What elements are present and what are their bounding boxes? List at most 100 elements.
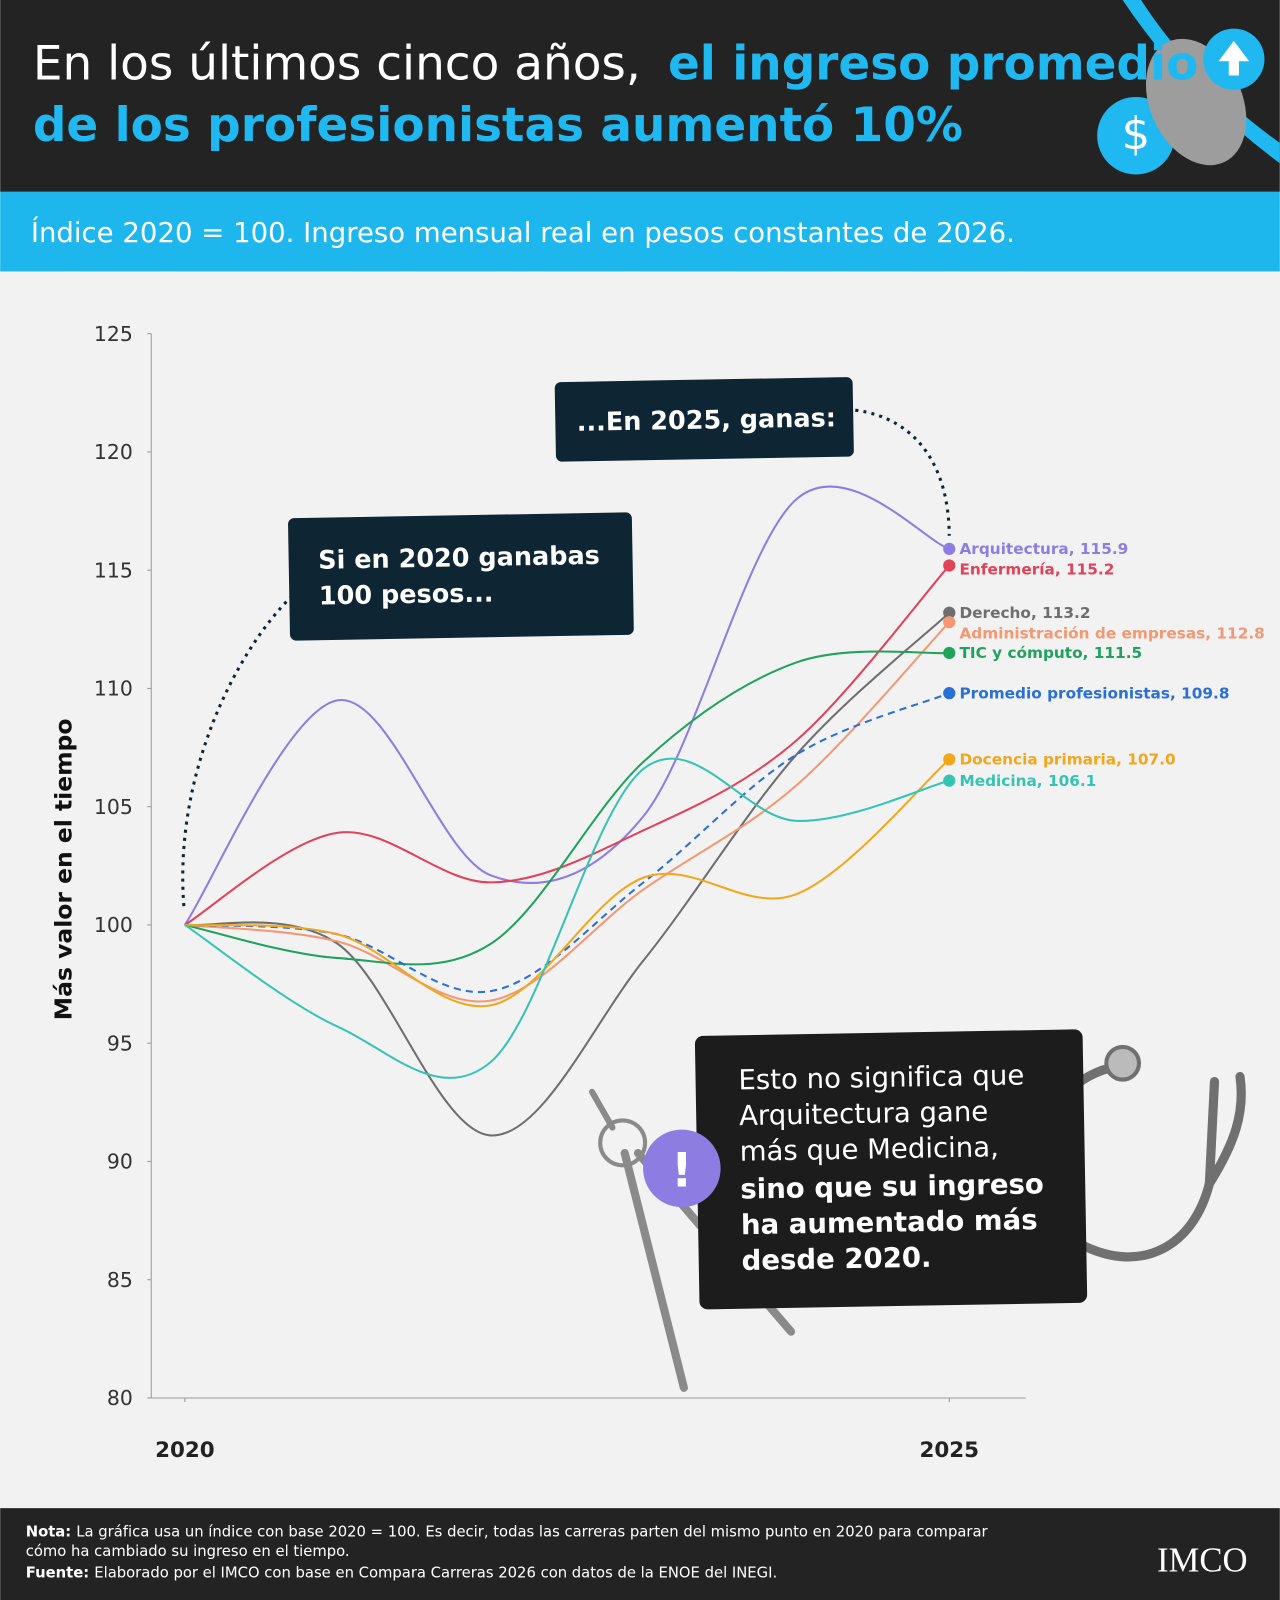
y-tick-label: 100 [94,913,133,937]
alert-icon [643,1129,721,1208]
separator: , [1055,560,1066,578]
title: En los últimos cinco años, el ingreso pr… [33,37,1198,92]
value-label: 107.0 [1127,750,1175,768]
y-tick-label: 110 [94,677,133,701]
y-tick-label: 120 [94,440,133,464]
end-label: Arquitectura, 115.9 [959,540,1128,558]
connector [855,408,951,536]
header [0,0,1280,192]
note-text: La gráfica usa un índice con base 2020 =… [76,1524,988,1541]
subtitle-band [0,191,1280,272]
note: Nota: La gráfica usa un índice con base 2… [26,1524,989,1541]
series-name: Administración de empresas [959,624,1205,642]
y-tick-label: 80 [107,1386,133,1410]
series-name: TIC y cómputo [959,644,1082,662]
insight-text: Arquitectura gane [739,1096,989,1132]
end-point [943,774,956,787]
end-point [943,687,956,700]
series-name: Derecho [959,604,1030,622]
separator: , [1116,750,1127,768]
callout-end: ...En 2025, ganas: [554,377,854,462]
y-tick-label: 125 [94,322,133,346]
series-line [184,485,950,926]
end-label: Docencia primaria, 107.0 [959,750,1175,768]
title-highlight: el ingreso promedio [668,37,1198,92]
end-label: Medicina, 106.1 [959,772,1096,790]
series-line [184,758,950,1008]
y-tick-label: 105 [94,795,133,819]
insight-text-bold: desde 2020. [741,1242,931,1277]
end-label: Derecho, 113.2 [959,604,1090,622]
separator: , [1069,540,1080,558]
insight-text: más que Medicina, [739,1131,999,1168]
separator: , [1037,772,1048,790]
arrow-glyph [1218,40,1250,76]
source: Fuente: Elaborado por el IMCO con base en… [26,1565,777,1582]
series-name: Enfermería [959,560,1054,578]
value-label: 112.8 [1216,624,1264,642]
y-tick-label: 115 [94,558,133,582]
series-name: Docencia primaria [959,750,1116,768]
end-label: Administración de empresas, 112.8 [959,624,1264,642]
separator: , [1205,624,1216,642]
y-tick-label: 90 [107,1150,133,1174]
end-point [943,753,956,766]
end-point [943,646,956,660]
callout-start: Si en 2020 ganabas 100 pesos... [288,512,634,641]
callout-text: 100 pesos... [319,578,494,611]
y-tick-label: 95 [107,1031,133,1055]
series-name: Arquitectura [959,540,1068,558]
callout-text: ...En 2025, ganas: [577,403,837,438]
callout-box [554,377,854,462]
dollar-glyph: $ [1122,107,1151,160]
value-label: 115.9 [1080,540,1128,558]
insight-text-bold: sino que su ingreso [740,1168,1044,1205]
subtitle: Índice 2020 = 100. Ingreso mensual real … [31,215,1015,249]
series-name: Promedio profesionistas [959,684,1169,702]
end-label: Enfermería, 115.2 [959,560,1114,578]
note-text: cómo ha cambiado su ingreso en el tiempo… [26,1543,350,1560]
end-point [943,559,956,572]
plot: 80 85 90 95 100 105 110 115 120 125 2020 2025 Arquit… [94,322,1265,1463]
series-line [184,612,950,1137]
separator: , [1083,644,1094,662]
y-tick-label: 85 [107,1268,133,1292]
value-label: 109.8 [1181,684,1229,702]
connector [181,595,293,907]
separator: , [1031,604,1042,622]
series-line [184,757,950,1079]
value-label: 111.5 [1094,644,1142,662]
logo: IMCO [1157,1540,1248,1579]
source-text: Elaborado por el IMCO con base en Compar… [94,1565,777,1582]
value-label: 115.2 [1066,560,1114,578]
note-label: Nota: [26,1524,71,1541]
end-point [943,616,956,629]
series-line [184,564,951,926]
end-point [943,606,956,619]
x-tick-label: 2025 [919,1438,979,1463]
value-label: 106.1 [1048,772,1096,790]
title-plain: En los últimos cinco años, [33,37,641,92]
callout-text: Si en 2020 ganabas [318,541,600,576]
series-name: Medicina [959,772,1036,790]
alert-glyph: ! [671,1144,692,1199]
footer [0,1508,1280,1600]
y-axis-label: Más valor en el tiempo [50,719,78,1021]
source-label: Fuente: [26,1565,89,1582]
insight-text-bold: ha aumentado más [741,1204,1038,1241]
separator: , [1170,684,1181,702]
end-label: TIC y cómputo, 111.5 [959,644,1142,662]
footer-text: Nota: La gráfica usa un índice con base 2… [26,1524,989,1582]
callout-box [694,1029,1088,1310]
title-highlight: de los profesionistas aumentó 10% [33,98,963,153]
series-line [184,621,951,1003]
x-tick-label: 2020 [155,1438,215,1463]
series-line [184,650,950,966]
insight-text: Esto no significa que [738,1059,1024,1096]
callout-box [288,512,634,641]
value-label: 113.2 [1042,604,1090,622]
end-point [943,542,956,556]
